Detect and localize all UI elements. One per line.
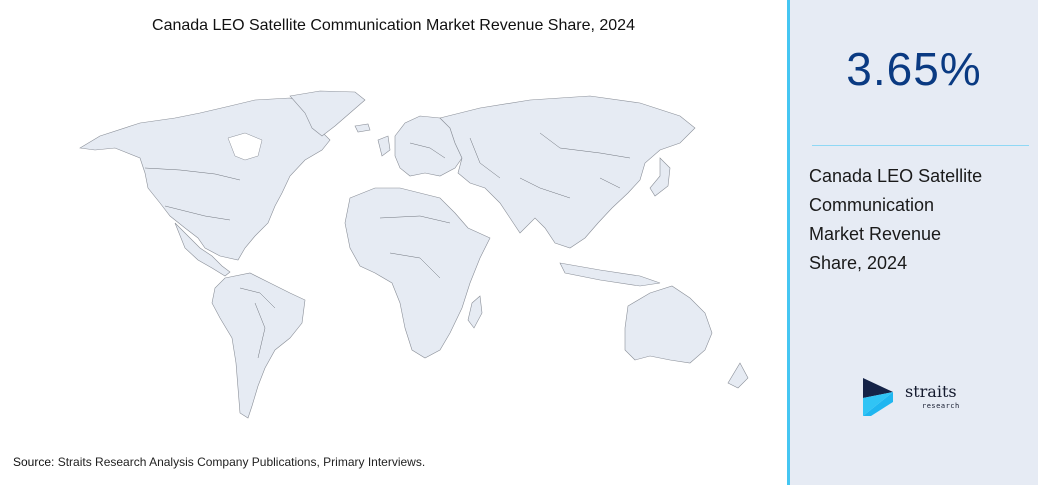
uk [377,135,391,157]
desc-line: Market Revenue [809,224,942,244]
africa [344,187,491,359]
divider [812,145,1029,146]
straits-logo: straits research [863,376,973,420]
north-america [79,97,331,261]
south-america [211,272,306,419]
australia [624,285,713,364]
central-america [174,222,231,277]
desc-line: Canada LEO Satellite [809,166,983,186]
madagascar [467,295,483,329]
source-text: : Straits Research Analysis Company Publ… [51,455,426,469]
iceland [354,123,371,133]
asia [439,95,696,249]
share-description: Canada LEO Satellite Communication Marke… [809,162,1029,278]
desc-line: Communication [809,195,935,215]
indonesia [559,262,661,287]
japan [649,157,671,197]
logo-sub: research [922,402,960,410]
europe [394,115,463,177]
source-label: Source [13,455,52,469]
straits-chevron-icon [863,378,893,416]
stat-panel: 3.65% Canada LEO Satellite Communication… [787,0,1038,485]
map-area: Canada LEO Satellite Communication Marke… [13,17,749,469]
source-note: Source: Straits Research Analysis Compan… [13,455,425,469]
share-value: 3.65% [846,43,982,95]
world-map [79,90,749,419]
desc-line: Share, 2024 [809,253,908,273]
chart-title: Canada LEO Satellite Communication Marke… [152,17,635,34]
logo-word: straits [905,382,957,401]
new-zealand [727,362,749,389]
greenland [289,90,366,137]
